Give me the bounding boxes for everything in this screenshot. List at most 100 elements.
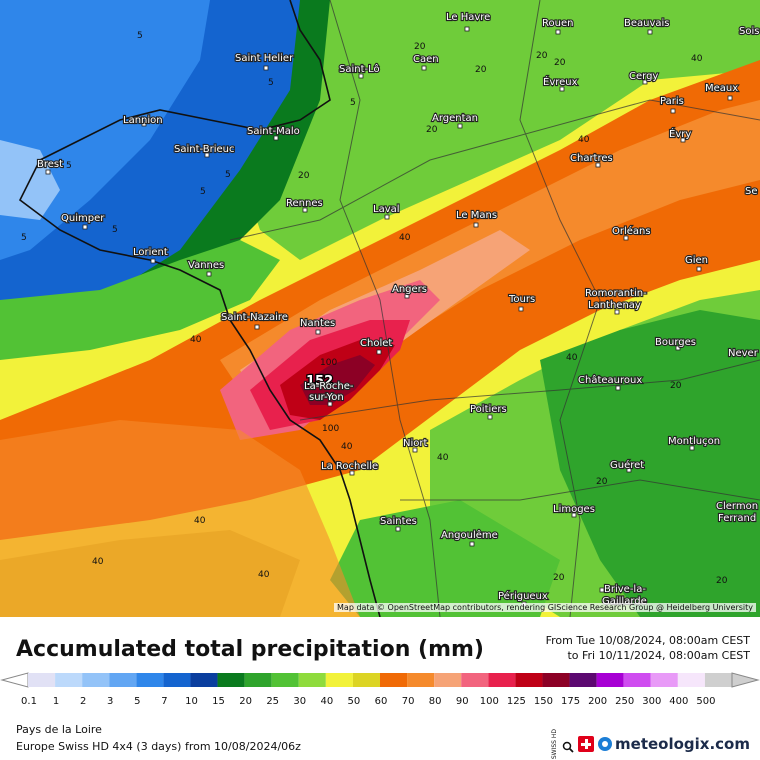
city-label: Tours — [508, 294, 535, 305]
city-label: Quimper — [61, 213, 105, 224]
legend-swatch — [461, 673, 489, 687]
city-perigueux: Périgueux — [497, 589, 549, 607]
city-label: Never — [728, 348, 759, 359]
field-25-north — [230, 0, 760, 260]
swiss-flag-icon — [578, 736, 595, 753]
contour-label: 40 — [437, 453, 449, 463]
legend-label: 500 — [696, 696, 715, 707]
city-caen: Caen — [412, 53, 440, 71]
city-label: Se — [745, 186, 758, 197]
city-label: Limoges — [553, 504, 595, 515]
city-lorient: Lorient — [132, 246, 169, 264]
model-info: Europe Swiss HD 4x4 (3 days) from 10/08/… — [16, 740, 301, 753]
contour-label: 20 — [414, 42, 426, 52]
legend-label: 300 — [642, 696, 661, 707]
city-le-havre: Le Havre — [445, 11, 491, 32]
contour-label: 20 — [426, 125, 438, 135]
city-label: Laval — [373, 204, 400, 215]
city-brest: Brest — [36, 158, 64, 175]
city-label: Rennes — [286, 198, 323, 209]
city-label: La Rochelle — [321, 461, 378, 472]
legend-label: 40 — [320, 696, 333, 707]
city-label: Niort — [403, 438, 427, 449]
legend-swatch — [163, 673, 191, 687]
city-never: Never — [727, 347, 760, 360]
city-label: Angoulême — [441, 529, 498, 541]
city-beauvais: Beauvais — [623, 17, 671, 35]
legend-label: 90 — [456, 696, 469, 707]
legend-swatch — [380, 673, 408, 687]
city-label: Argentan — [432, 113, 478, 124]
city-label: Ferrand — [718, 513, 756, 524]
city-la-roche-sur-yon: La-Roche-sur-Yon — [303, 380, 355, 407]
contour-label: 20 — [554, 58, 566, 68]
legend-swatch — [434, 673, 462, 687]
city-label: Brest — [37, 159, 63, 170]
city-label: Évreux — [543, 75, 578, 88]
city-angouleme: Angoulême — [440, 528, 499, 547]
legend-label: 0.1 — [21, 696, 37, 707]
city-saintes: Saintes — [379, 515, 418, 532]
meteologix-logo[interactable]: SWISS HD meteologix.com — [551, 729, 750, 759]
city-niort: Niort — [402, 437, 429, 453]
legend-arrow-left — [0, 672, 29, 688]
contour-label: 5 — [225, 170, 231, 180]
city-lannion: Lannion — [122, 114, 164, 127]
city-saint-lo: Saint-Lô — [338, 62, 381, 79]
city-gien: Gien — [684, 254, 709, 272]
contour-label: 20 — [536, 51, 548, 61]
city-chateauroux: Châteauroux — [577, 373, 643, 391]
city-saint-nazaire: Saint-Nazaire — [220, 311, 289, 330]
city-label: Saint Helier — [235, 53, 294, 64]
city-label: Vannes — [188, 260, 224, 271]
contour-label: 40 — [399, 233, 411, 243]
legend-label: 1 — [53, 696, 59, 707]
legend-label: 30 — [293, 696, 306, 707]
legend-label: 15 — [212, 696, 225, 707]
city-label: Évry — [669, 127, 691, 140]
contour-label: 100 — [320, 358, 337, 368]
contour-label: 5 — [21, 233, 27, 243]
city-label: Gien — [685, 255, 708, 266]
contour-label: 20 — [553, 573, 565, 583]
city-label: Rouen — [542, 18, 573, 29]
contour-label: 40 — [566, 353, 578, 363]
contour-label: 40 — [194, 516, 206, 526]
legend-swatch — [55, 673, 83, 687]
city-label: Poitiers — [470, 404, 507, 415]
contour-label: 40 — [258, 570, 270, 580]
city-laval: Laval — [372, 203, 401, 220]
city-label: Le Mans — [456, 210, 497, 221]
city-label: Nantes — [300, 318, 335, 329]
city-label: Caen — [413, 54, 439, 65]
city-limoges: Limoges — [552, 503, 596, 518]
contour-labels: 5 5 5 5 5 5 5 5 20 20 20 20 20 20 40 40 … — [21, 31, 728, 586]
legend-arrow-right — [731, 672, 760, 688]
city-argentan: Argentan — [431, 112, 479, 129]
city-label: Saint-Brieuc — [174, 144, 235, 155]
legend-label: 7 — [161, 696, 167, 707]
legend-label: 100 — [480, 696, 499, 707]
legend-swatch — [623, 673, 651, 687]
legend-label: 3 — [107, 696, 113, 707]
sea-area — [0, 420, 360, 617]
city-chartres: Chartres — [569, 152, 614, 168]
legend-swatch — [650, 673, 678, 687]
contour-label: 20 — [298, 171, 310, 181]
city-label: Bourges — [655, 337, 696, 348]
city-angers: Angers — [391, 283, 428, 299]
city-label: Saintes — [380, 516, 417, 527]
legend-label: 10 — [185, 696, 198, 707]
legend-label: 5 — [134, 696, 140, 707]
city-label: Clermon — [716, 501, 758, 512]
city-label: Paris — [660, 96, 684, 107]
region-name: Pays de la Loire — [16, 723, 102, 736]
city-poitiers: Poitiers — [469, 403, 508, 420]
contour-label: 5 — [350, 98, 356, 108]
city-quimper: Quimper — [60, 212, 106, 230]
precipitation-map: 5 5 5 5 5 5 5 5 20 20 20 20 20 20 40 40 … — [0, 0, 760, 617]
city-gueret: Guéret — [609, 458, 645, 473]
legend-label: 20 — [239, 696, 252, 707]
city-vannes: Vannes — [187, 259, 225, 277]
